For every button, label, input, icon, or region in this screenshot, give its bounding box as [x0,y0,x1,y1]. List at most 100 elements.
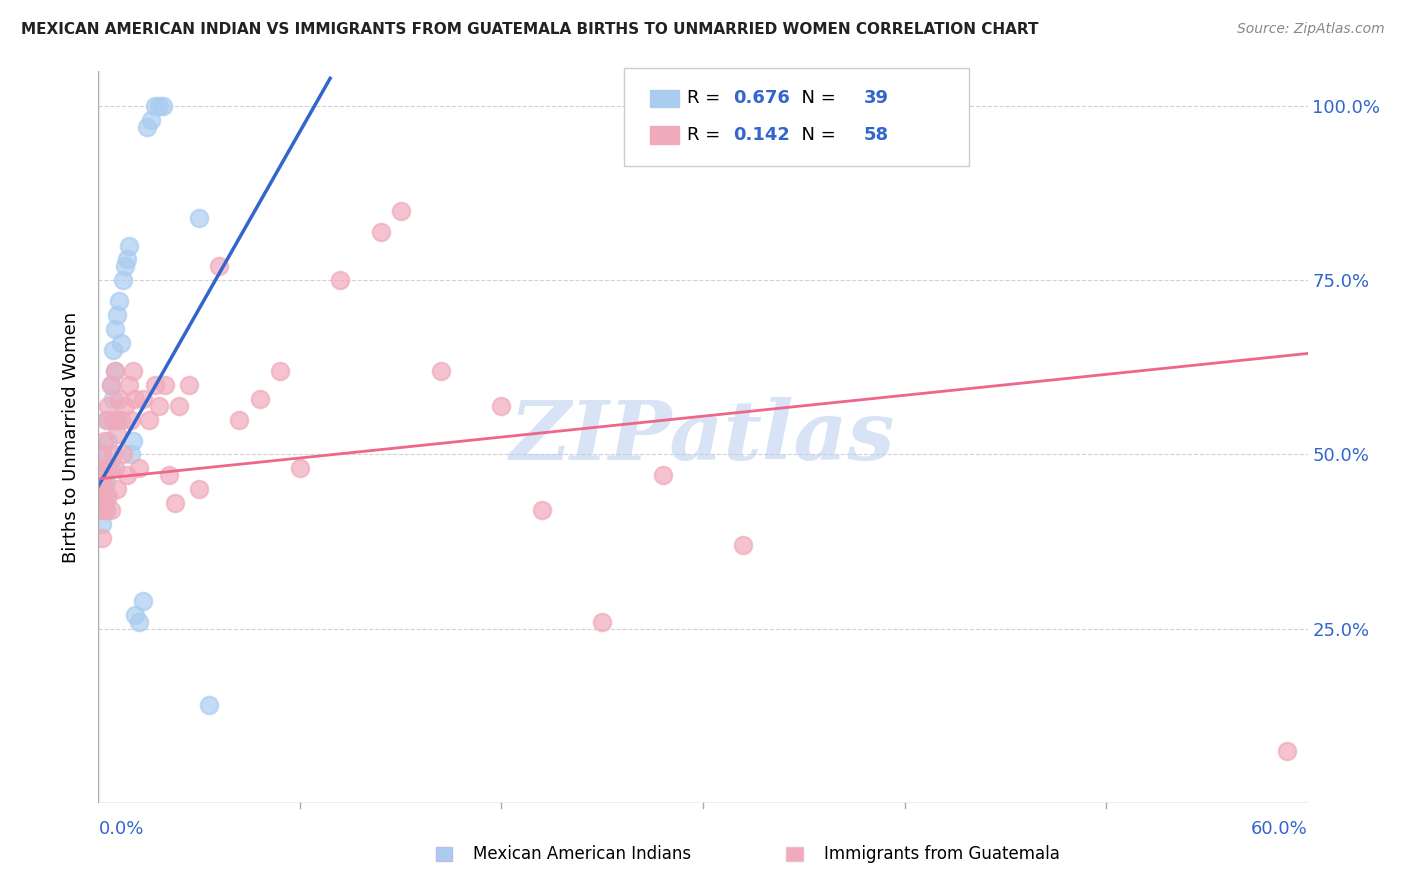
Point [1277,743,1299,757]
Text: 60.0%: 60.0% [1251,821,1308,838]
Point [114,260,136,274]
Point [105,308,128,322]
Text: 0.676: 0.676 [734,89,790,107]
Point [124,392,146,406]
FancyBboxPatch shape [624,68,969,167]
Point [97,434,120,448]
Text: Mexican American Indians: Mexican American Indians [474,845,692,863]
Point [93,483,115,497]
FancyBboxPatch shape [650,126,679,144]
Text: R =: R = [688,89,727,107]
Y-axis label: Births to Unmarried Women: Births to Unmarried Women [62,311,80,563]
Point [93,468,115,483]
Point [89,475,111,490]
Point [167,399,190,413]
Point [115,468,138,483]
Point [103,322,125,336]
Text: 0.142: 0.142 [734,126,790,144]
Point [93,468,115,483]
Point [249,392,271,406]
Text: ZIPatlas: ZIPatlas [510,397,896,477]
Point [105,426,128,441]
Point [120,412,142,426]
Text: 39: 39 [863,89,889,107]
Point [329,273,352,287]
FancyBboxPatch shape [436,847,451,862]
Point [101,392,124,406]
Point [91,517,114,532]
Point [115,252,138,267]
Point [97,412,120,426]
Point [105,483,128,497]
Point [389,203,412,218]
Point [208,260,231,274]
Point [143,99,166,113]
Point [101,448,124,462]
Point [100,377,122,392]
Point [107,392,129,406]
Point [148,99,170,113]
Point [121,364,143,378]
Point [491,399,513,413]
Point [530,503,553,517]
Point [128,461,150,475]
Point [96,503,118,517]
Point [89,461,111,475]
Point [110,336,132,351]
Point [179,377,201,392]
Point [105,412,128,426]
Point [97,489,120,503]
Point [89,461,111,475]
Point [96,489,118,503]
Point [100,377,122,392]
Point [93,496,115,510]
Point [139,113,162,128]
Point [370,225,392,239]
FancyBboxPatch shape [786,847,803,862]
Text: Immigrants from Guatemala: Immigrants from Guatemala [824,845,1060,863]
Point [124,607,146,622]
Point [96,475,118,490]
Point [91,448,114,462]
Point [120,448,142,462]
Point [132,392,155,406]
Point [110,412,132,426]
Text: R =: R = [688,126,727,144]
Point [107,294,129,309]
Point [228,412,250,426]
Text: Source: ZipAtlas.com: Source: ZipAtlas.com [1237,22,1385,37]
Point [128,615,150,629]
Point [430,364,453,378]
FancyBboxPatch shape [650,90,679,107]
Point [288,461,311,475]
Point [100,461,122,475]
Point [269,364,291,378]
Point [101,343,124,357]
Point [96,503,118,517]
Point [118,377,141,392]
Point [143,377,166,392]
Point [651,468,673,483]
Point [157,468,180,483]
Point [188,483,211,497]
Point [591,615,613,629]
Point [103,364,125,378]
Point [111,448,134,462]
Point [118,238,141,252]
Text: 58: 58 [863,126,889,144]
Text: 0.0%: 0.0% [98,821,143,838]
Text: N =: N = [790,89,842,107]
Point [103,364,125,378]
Point [96,412,118,426]
Point [91,531,114,545]
Point [89,489,111,503]
Point [132,594,155,608]
Point [91,448,114,462]
Point [152,99,174,113]
Point [114,399,136,413]
Text: MEXICAN AMERICAN INDIAN VS IMMIGRANTS FROM GUATEMALA BIRTHS TO UNMARRIED WOMEN C: MEXICAN AMERICAN INDIAN VS IMMIGRANTS FR… [21,22,1039,37]
Point [91,475,114,490]
Point [97,399,120,413]
Point [148,399,170,413]
Point [97,461,120,475]
